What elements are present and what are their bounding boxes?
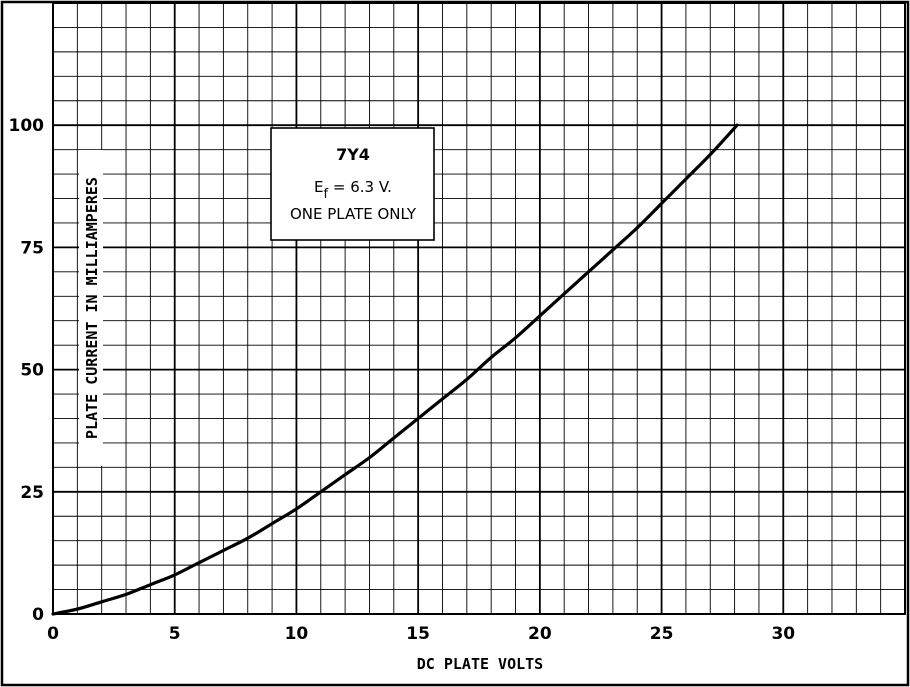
y-axis-label: PLATE CURRENT IN MILLIAMPERES: [83, 177, 101, 439]
grid: [52, 2, 906, 615]
x-tick-label: 10: [285, 624, 309, 644]
legend-note: ONE PLATE ONLY: [290, 205, 417, 223]
x-tick-labels: 0 5 10 15 20 25 30: [47, 624, 795, 644]
y-tick-label: 25: [20, 483, 44, 503]
series-layer: [51, 123, 739, 616]
x-tick-label: 25: [650, 624, 674, 644]
y-tick-label: 100: [9, 116, 45, 136]
y-tick-labels: 0 25 50 75 100: [9, 116, 45, 625]
x-tick-label: 5: [169, 624, 181, 644]
legend-box: [270, 127, 435, 241]
x-tick-label: 0: [47, 624, 59, 644]
x-axis-label: DC PLATE VOLTS: [417, 655, 543, 673]
y-tick-label: 75: [20, 238, 44, 258]
y-axis-label-background: [79, 150, 103, 466]
legend: 7Y4 Ef = 6.3 V. ONE PLATE ONLY: [270, 127, 435, 241]
plot-border: [52, 2, 906, 615]
legend-voltage-value: = 6.3 V.: [328, 178, 392, 196]
legend-voltage-subscript: f: [324, 187, 329, 202]
legend-title: 7Y4: [336, 145, 370, 164]
y-tick-label: 50: [20, 361, 44, 381]
plate-current-curve: [51, 123, 739, 616]
legend-filament-voltage: Ef = 6.3 V.: [314, 178, 392, 202]
legend-voltage-symbol: E: [314, 178, 323, 196]
x-tick-label: 15: [406, 624, 430, 644]
x-tick-label: 30: [771, 624, 795, 644]
x-tick-label: 20: [528, 624, 552, 644]
y-tick-label: 0: [32, 605, 44, 625]
